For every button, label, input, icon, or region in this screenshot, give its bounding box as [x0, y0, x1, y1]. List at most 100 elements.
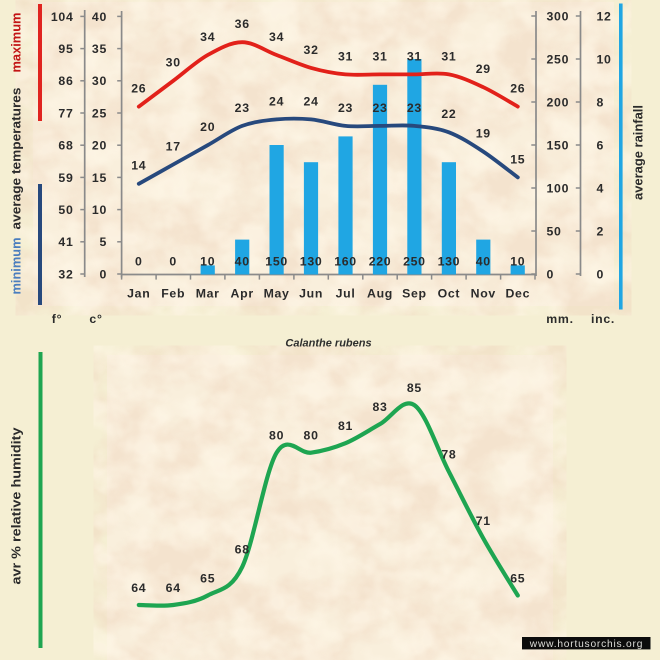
svg-text:300: 300 — [547, 9, 570, 23]
svg-text:160: 160 — [334, 255, 357, 269]
svg-text:64: 64 — [166, 581, 181, 595]
svg-text:220: 220 — [369, 255, 392, 269]
svg-text:Dec: Dec — [505, 287, 530, 301]
svg-text:23: 23 — [372, 101, 387, 115]
svg-text:59: 59 — [58, 171, 73, 185]
svg-text:36: 36 — [235, 17, 250, 31]
svg-text:Jan: Jan — [127, 287, 150, 301]
svg-text:95: 95 — [58, 42, 73, 56]
svg-text:34: 34 — [200, 30, 215, 44]
svg-text:Nov: Nov — [471, 287, 496, 301]
svg-text:10: 10 — [597, 52, 612, 66]
svg-text:68: 68 — [235, 543, 250, 557]
svg-text:15: 15 — [510, 152, 525, 166]
svg-text:2: 2 — [597, 224, 605, 238]
svg-text:20: 20 — [200, 120, 215, 134]
svg-text:20: 20 — [92, 139, 107, 153]
svg-text:150: 150 — [547, 138, 570, 152]
svg-text:minimum: minimum — [9, 238, 24, 295]
svg-text:130: 130 — [300, 255, 323, 269]
svg-text:65: 65 — [510, 571, 525, 585]
svg-text:14: 14 — [131, 159, 146, 173]
svg-text:24: 24 — [304, 94, 319, 108]
svg-text:12: 12 — [597, 9, 612, 23]
svg-text:Calanthe rubens: Calanthe rubens — [285, 338, 371, 350]
svg-text:78: 78 — [441, 448, 456, 462]
svg-text:15: 15 — [92, 171, 107, 185]
svg-text:6: 6 — [597, 138, 605, 152]
svg-text:May: May — [264, 287, 290, 301]
svg-text:71: 71 — [476, 514, 491, 528]
svg-text:Mar: Mar — [196, 287, 220, 301]
svg-text:Aug: Aug — [367, 287, 393, 301]
svg-text:Jun: Jun — [299, 287, 323, 301]
svg-text:31: 31 — [441, 49, 456, 63]
svg-text:8: 8 — [597, 95, 605, 109]
svg-text:81: 81 — [338, 419, 353, 433]
svg-text:200: 200 — [547, 95, 570, 109]
svg-text:100: 100 — [547, 181, 570, 195]
svg-text:34: 34 — [269, 30, 284, 44]
svg-text:64: 64 — [131, 581, 146, 595]
svg-text:25: 25 — [92, 106, 107, 120]
svg-text:32: 32 — [58, 267, 73, 281]
svg-text:50: 50 — [58, 203, 73, 217]
svg-text:0: 0 — [597, 267, 605, 281]
svg-text:c°: c° — [89, 312, 102, 326]
svg-text:86: 86 — [58, 74, 73, 88]
svg-text:Jul: Jul — [336, 287, 356, 301]
svg-text:83: 83 — [372, 400, 387, 414]
svg-text:10: 10 — [510, 255, 525, 269]
svg-text:Feb: Feb — [161, 287, 185, 301]
svg-text:31: 31 — [338, 49, 353, 63]
svg-text:68: 68 — [58, 139, 73, 153]
svg-text:10: 10 — [92, 203, 107, 217]
svg-text:40: 40 — [476, 255, 491, 269]
svg-text:www.hortusorchis.org: www.hortusorchis.org — [529, 639, 643, 650]
svg-text:40: 40 — [235, 255, 250, 269]
svg-text:average rainfall: average rainfall — [631, 105, 646, 200]
svg-text:150: 150 — [265, 255, 288, 269]
svg-text:average temperatures: average temperatures — [9, 88, 24, 230]
svg-text:41: 41 — [58, 235, 73, 249]
svg-text:26: 26 — [131, 82, 146, 96]
svg-text:23: 23 — [407, 101, 422, 115]
svg-text:inc.: inc. — [591, 312, 615, 326]
svg-text:250: 250 — [403, 255, 426, 269]
svg-text:mm.: mm. — [546, 312, 573, 326]
svg-text:Oct: Oct — [438, 287, 461, 301]
svg-text:80: 80 — [269, 429, 284, 443]
svg-text:0: 0 — [135, 255, 143, 269]
svg-text:23: 23 — [235, 101, 250, 115]
svg-text:29: 29 — [476, 62, 491, 76]
svg-text:Sep: Sep — [402, 287, 427, 301]
svg-text:19: 19 — [476, 127, 491, 141]
svg-text:80: 80 — [304, 429, 319, 443]
svg-text:32: 32 — [304, 43, 319, 57]
svg-text:5: 5 — [99, 235, 107, 249]
svg-text:0: 0 — [169, 255, 177, 269]
svg-text:22: 22 — [441, 107, 456, 121]
svg-text:10: 10 — [200, 255, 215, 269]
svg-text:30: 30 — [92, 74, 107, 88]
svg-text:30: 30 — [166, 56, 181, 70]
svg-text:23: 23 — [338, 101, 353, 115]
svg-text:31: 31 — [407, 49, 422, 63]
svg-text:40: 40 — [92, 10, 107, 24]
svg-text:31: 31 — [372, 49, 387, 63]
svg-text:4: 4 — [597, 181, 605, 195]
svg-text:130: 130 — [438, 255, 461, 269]
svg-text:35: 35 — [92, 42, 107, 56]
svg-text:0: 0 — [99, 267, 107, 281]
svg-text:26: 26 — [510, 82, 525, 96]
svg-text:50: 50 — [547, 224, 562, 238]
svg-text:0: 0 — [547, 267, 555, 281]
svg-text:104: 104 — [51, 10, 74, 24]
svg-text:avr % relative humidity: avr % relative humidity — [9, 427, 24, 585]
svg-text:85: 85 — [407, 381, 422, 395]
svg-text:Apr: Apr — [231, 287, 254, 301]
svg-text:f°: f° — [52, 312, 62, 326]
svg-text:65: 65 — [200, 571, 215, 585]
svg-text:maximum: maximum — [9, 13, 24, 73]
svg-text:17: 17 — [166, 139, 181, 153]
